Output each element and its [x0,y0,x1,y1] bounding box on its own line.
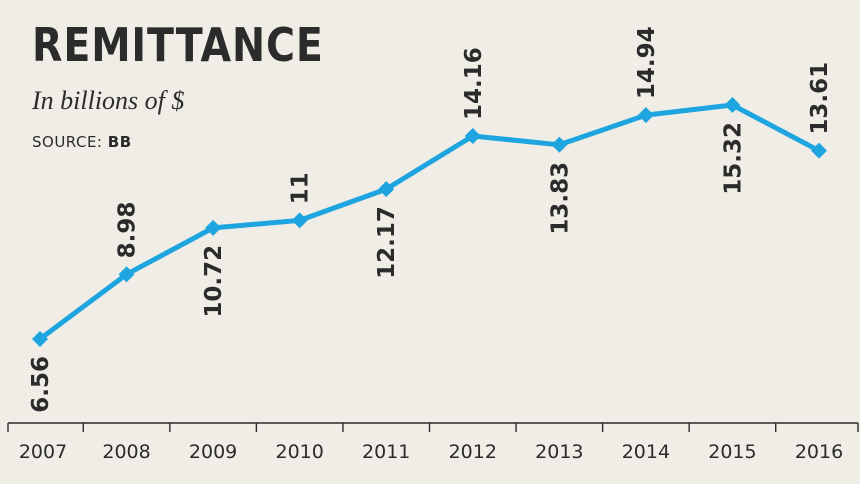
data-point-marker [205,219,222,236]
x-tick-label: 2015 [708,441,756,463]
x-tick-label: 2007 [19,441,67,463]
source-value: BB [107,133,132,151]
data-point-marker [118,266,135,283]
x-tick-label: 2012 [449,441,497,463]
x-tick-label: 2010 [275,441,323,463]
chart-subtitle: In billions of $ [32,86,185,115]
data-label: 14.94 [634,26,660,99]
data-label: 15.32 [720,122,746,195]
data-point-marker [291,212,308,229]
series-line [38,102,821,342]
data-point-marker [464,127,481,144]
data-point-marker [32,331,48,347]
data-label: 8.98 [115,202,141,259]
x-tick-label: 2013 [535,441,583,463]
source-label: SOURCE: [32,133,103,151]
data-point-marker [378,181,395,198]
x-tick-label: 2009 [189,441,237,463]
x-tick-label: 2011 [362,441,410,463]
chart-source: SOURCE: BB [32,133,132,151]
data-label: 13.61 [807,62,833,135]
data-label: 13.83 [547,162,573,235]
data-point-marker [724,97,741,113]
data-label: 10.72 [201,245,227,318]
data-label: 12.17 [374,206,400,279]
x-tick-label: 2008 [102,441,150,463]
data-point-marker [551,136,568,153]
data-label: 14.16 [461,47,487,120]
data-point-marker [811,142,827,159]
x-tick-label: 2014 [622,441,670,463]
data-point-marker [637,107,654,124]
data-label: 11 [288,172,314,204]
data-label: 6.56 [28,356,54,413]
x-tick-label: 2016 [795,441,843,463]
chart-title: REMITTANCE [32,18,324,72]
